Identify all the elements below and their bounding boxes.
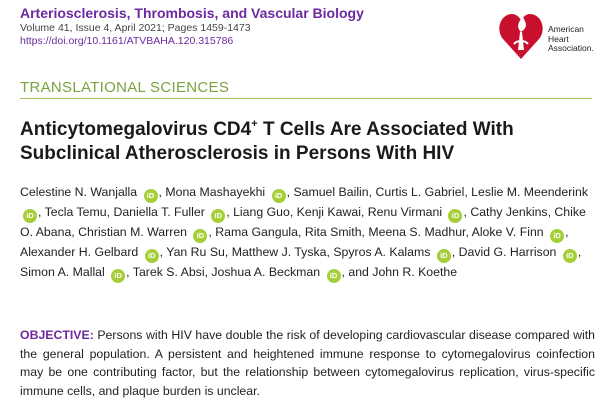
- author-name[interactable]: Matthew J. Tyska: [231, 245, 327, 259]
- abstract-label: OBJECTIVE:: [20, 328, 94, 342]
- abstract: OBJECTIVE: Persons with HIV have double …: [20, 326, 595, 400]
- aha-wordmark-line: Association.: [548, 43, 594, 53]
- author-separator: ,: [208, 225, 216, 239]
- author-name[interactable]: Spyros A. Kalams: [333, 245, 431, 259]
- author-separator: ,: [126, 265, 133, 279]
- abstract-text: Persons with HIV have double the risk of…: [20, 328, 595, 398]
- author-name[interactable]: Yan Ru Su: [166, 245, 225, 259]
- author-name[interactable]: Curtis L. Gabriel: [375, 185, 465, 199]
- orcid-icon[interactable]: iD: [193, 229, 208, 243]
- section-divider: [20, 98, 592, 99]
- orcid-icon[interactable]: iD: [144, 249, 159, 263]
- orcid-icon[interactable]: iD: [436, 249, 451, 263]
- orcid-icon[interactable]: iD: [143, 189, 158, 203]
- author-name[interactable]: Samuel Bailin: [293, 185, 369, 199]
- aha-wordmark-line: American: [548, 24, 584, 34]
- author-separator: ,: [286, 185, 294, 199]
- author-separator: ,: [451, 245, 459, 259]
- aha-wordmark-line: Heart: [548, 33, 569, 44]
- author-name[interactable]: Christian M. Warren: [78, 225, 187, 239]
- author-name[interactable]: Chike O. Abana: [20, 205, 586, 239]
- doi-link[interactable]: https://doi.org/10.1161/ATVBAHA.120.3157…: [20, 35, 234, 47]
- author-separator: ,: [204, 265, 212, 279]
- author-separator: ,: [224, 245, 232, 259]
- author-name[interactable]: Simon A. Mallal: [20, 265, 105, 279]
- author-separator: ,: [158, 185, 166, 199]
- title-part-1: Anticytomegalovirus CD4: [20, 119, 252, 140]
- author-name[interactable]: Rama Gangula: [215, 225, 298, 239]
- journal-header: Arteriosclerosis, Thrombosis, and Vascul…: [20, 4, 480, 48]
- author-separator: ,: [289, 205, 297, 219]
- author-separator: ,: [38, 205, 45, 219]
- author-name[interactable]: John R. Koethe: [372, 265, 458, 279]
- author-separator: ,: [463, 205, 471, 219]
- heart-torch-icon: [499, 14, 543, 59]
- author-separator: , and: [341, 265, 373, 279]
- author-separator: ,: [71, 225, 79, 239]
- author-name[interactable]: Tecla Temu: [44, 205, 107, 219]
- aha-wordmark: American Heart Association.: [548, 24, 594, 54]
- orcid-icon[interactable]: iD: [550, 229, 565, 243]
- author-name[interactable]: Joshua A. Beckman: [211, 265, 321, 279]
- author-separator: ,: [360, 205, 368, 219]
- author-name[interactable]: Leslie M. Meenderink: [471, 185, 589, 199]
- author-name[interactable]: Celestine N. Wanjalla: [20, 185, 138, 199]
- title-superscript: +: [251, 118, 258, 130]
- author-separator: ,: [565, 225, 569, 239]
- author-name[interactable]: Tarek S. Absi: [132, 265, 205, 279]
- author-name[interactable]: Liang Guo: [233, 205, 290, 219]
- author-separator: ,: [577, 245, 582, 259]
- aha-logo[interactable]: American Heart Association.: [498, 6, 608, 62]
- author-name[interactable]: Rita Smith: [304, 225, 362, 239]
- author-separator: ,: [106, 205, 114, 219]
- author-separator: ,: [226, 205, 234, 219]
- author-separator: ,: [465, 225, 472, 239]
- orcid-icon[interactable]: iD: [271, 189, 286, 203]
- section-label: TRANSLATIONAL SCIENCES: [20, 79, 230, 96]
- author-separator: ,: [464, 185, 472, 199]
- author-separator: ,: [547, 205, 555, 219]
- author-name[interactable]: Kenji Kawai: [296, 205, 361, 219]
- author-separator: ,: [361, 225, 369, 239]
- volume-issue-pages: Volume 41, Issue 4, April 2021; Pages 14…: [20, 22, 251, 34]
- author-name[interactable]: Mona Mashayekhi: [165, 185, 266, 199]
- orcid-icon[interactable]: iD: [448, 209, 463, 223]
- orcid-icon[interactable]: iD: [326, 269, 341, 283]
- author-name[interactable]: Renu Virmani: [367, 205, 443, 219]
- author-name[interactable]: Daniella T. Fuller: [113, 205, 205, 219]
- author-name[interactable]: David G. Harrison: [458, 245, 557, 259]
- author-separator: ,: [159, 245, 167, 259]
- orcid-icon[interactable]: iD: [111, 269, 126, 283]
- orcid-icon[interactable]: iD: [23, 209, 37, 223]
- article-title: Anticytomegalovirus CD4+ T Cells Are Ass…: [20, 118, 600, 166]
- journal-name[interactable]: Arteriosclerosis, Thrombosis, and Vascul…: [20, 5, 364, 21]
- author-separator: ,: [297, 225, 305, 239]
- author-name[interactable]: Meena S. Madhur: [368, 225, 466, 239]
- author-name[interactable]: Aloke V. Finn: [471, 225, 544, 239]
- author-list: Celestine N. Wanjalla iD, Mona Mashayekh…: [20, 183, 598, 283]
- orcid-icon[interactable]: iD: [211, 209, 226, 223]
- title-part-2: T Cells Are Associated With Subclinical …: [20, 119, 514, 164]
- author-name[interactable]: Cathy Jenkins: [470, 205, 548, 219]
- author-separator: ,: [368, 185, 376, 199]
- author-name[interactable]: Alexander H. Gelbard: [20, 245, 139, 259]
- orcid-icon[interactable]: iD: [562, 249, 577, 263]
- author-separator: ,: [326, 245, 334, 259]
